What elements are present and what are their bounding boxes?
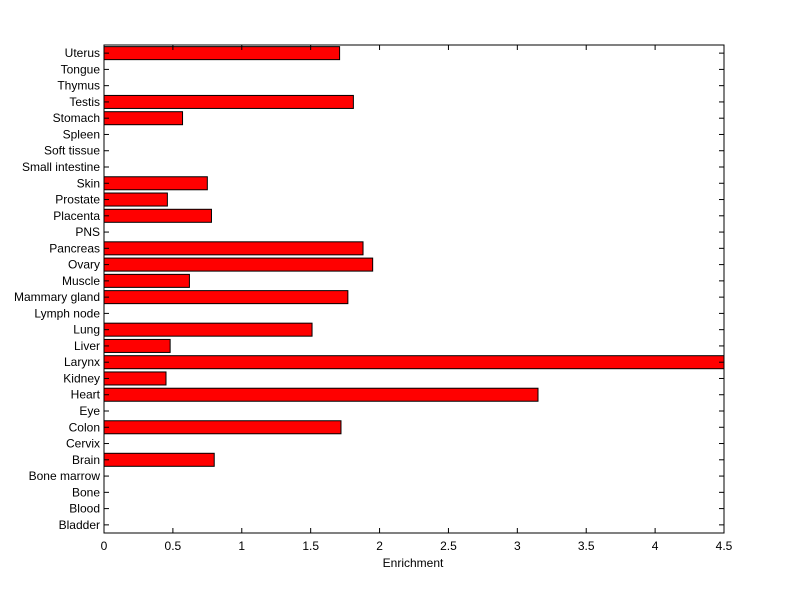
y-tick-label: Cervix — [66, 437, 100, 451]
bar-placenta — [103, 208, 212, 223]
y-tick-label: Brain — [72, 453, 100, 467]
y-tick-label: Lymph node — [34, 306, 100, 320]
y-tick-label: Kidney — [63, 371, 100, 385]
y-tick-label: Placenta — [53, 209, 100, 223]
bar-colon — [103, 420, 342, 435]
x-tick-label: 0 — [101, 539, 108, 553]
y-tick-label: Bone marrow — [29, 469, 101, 483]
y-tick-label: Soft tissue — [44, 144, 100, 158]
x-tick-label: 1 — [238, 539, 245, 553]
bar-skin — [103, 176, 208, 191]
y-tick-label: Pancreas — [49, 241, 100, 255]
y-tick-label: Lung — [73, 323, 100, 337]
x-tick-labels: 0 0.5 1 1.5 2 2.5 3 3.5 4 4.5 — [101, 539, 733, 553]
bar-muscle — [103, 273, 190, 288]
y-tick-label: Skin — [77, 176, 100, 190]
y-tick-label: Prostate — [55, 193, 100, 207]
y-tick-label: Ovary — [68, 258, 100, 272]
y-tick-label: PNS — [75, 225, 100, 239]
bar-testis — [103, 94, 354, 109]
x-tick-label: 2.5 — [440, 539, 457, 553]
x-tick-label: 4 — [652, 539, 659, 553]
bar-liver — [103, 338, 171, 353]
x-tick-label: 3 — [514, 539, 521, 553]
y-tick-label: Bone — [72, 485, 100, 499]
plot-frame — [103, 44, 725, 534]
bar-kidney — [103, 371, 167, 386]
y-tick-label: Thymus — [57, 79, 100, 93]
y-tick-label: Stomach — [53, 111, 100, 125]
y-tick-label: Tongue — [61, 62, 101, 76]
bar-uterus — [103, 46, 341, 61]
bar-prostate — [103, 192, 168, 207]
bar-mammary-gland — [103, 290, 349, 305]
y-tick-label: Bladder — [59, 518, 100, 532]
y-tick-label: Larynx — [64, 355, 100, 369]
y-tick-label: Muscle — [62, 274, 100, 288]
x-tick-label: 2 — [376, 539, 383, 553]
y-tick-label: Uterus — [65, 46, 100, 60]
y-tick-label: Small intestine — [22, 160, 100, 174]
ticks-group — [103, 45, 725, 533]
bar-pancreas — [103, 241, 364, 256]
y-tick-label: Testis — [69, 95, 100, 109]
bar-heart — [103, 387, 539, 402]
x-tick-label: 1.5 — [302, 539, 319, 553]
x-axis-label: Enrichment — [383, 556, 444, 570]
x-tick-label: 3.5 — [578, 539, 595, 553]
bar-larynx — [103, 355, 725, 370]
bar-stomach — [103, 111, 184, 126]
y-tick-label: Blood — [69, 502, 100, 516]
y-tick-label: Spleen — [63, 127, 100, 141]
bar-lung — [103, 322, 313, 337]
y-tick-label: Eye — [79, 404, 100, 418]
plot-area — [104, 45, 724, 533]
x-tick-label: 0.5 — [165, 539, 182, 553]
bar-brain — [103, 452, 215, 467]
x-tick-label: 4.5 — [716, 539, 733, 553]
y-tick-label: Liver — [74, 339, 100, 353]
y-tick-label: Heart — [71, 388, 101, 402]
y-tick-label: Mammary gland — [14, 290, 100, 304]
y-tick-labels: Bladder Blood Bone Bone marrow Brain Cervix Co… — [14, 46, 101, 532]
bar-ovary — [103, 257, 374, 272]
y-tick-label: Colon — [69, 420, 100, 434]
